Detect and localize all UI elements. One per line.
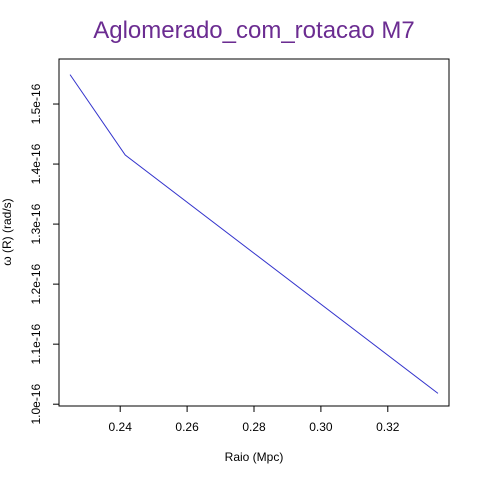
y-tick-label: 1.1e-16 xyxy=(29,323,43,364)
x-axis: 0.24 0.26 0.28 0.30 0.32 xyxy=(109,405,400,434)
chart-title: Aglomerado_com_rotacao M7 xyxy=(93,17,415,44)
y-tick-label: 1.2e-16 xyxy=(29,263,43,304)
x-tick-label: 0.30 xyxy=(309,420,333,434)
y-axis: 1.0e-16 1.1e-16 1.2e-16 1.3e-16 1.4e-16 1.5e-… xyxy=(29,83,60,425)
y-tick-label: 1.3e-16 xyxy=(29,203,43,244)
x-tick-label: 0.26 xyxy=(175,420,199,434)
y-tick-label: 1.4e-16 xyxy=(29,143,43,184)
x-axis-label: Raio (Mpc) xyxy=(225,450,284,464)
y-tick-label: 1.0e-16 xyxy=(29,384,43,425)
y-tick-label: 1.5e-16 xyxy=(29,83,43,124)
y-axis-label: ω (R) (rad/s) xyxy=(0,198,14,265)
x-tick-label: 0.32 xyxy=(376,420,400,434)
series-group xyxy=(69,74,439,394)
series-line xyxy=(69,74,439,394)
plot-frame xyxy=(58,58,450,407)
x-tick-label: 0.24 xyxy=(109,420,133,434)
x-tick-label: 0.28 xyxy=(242,420,266,434)
